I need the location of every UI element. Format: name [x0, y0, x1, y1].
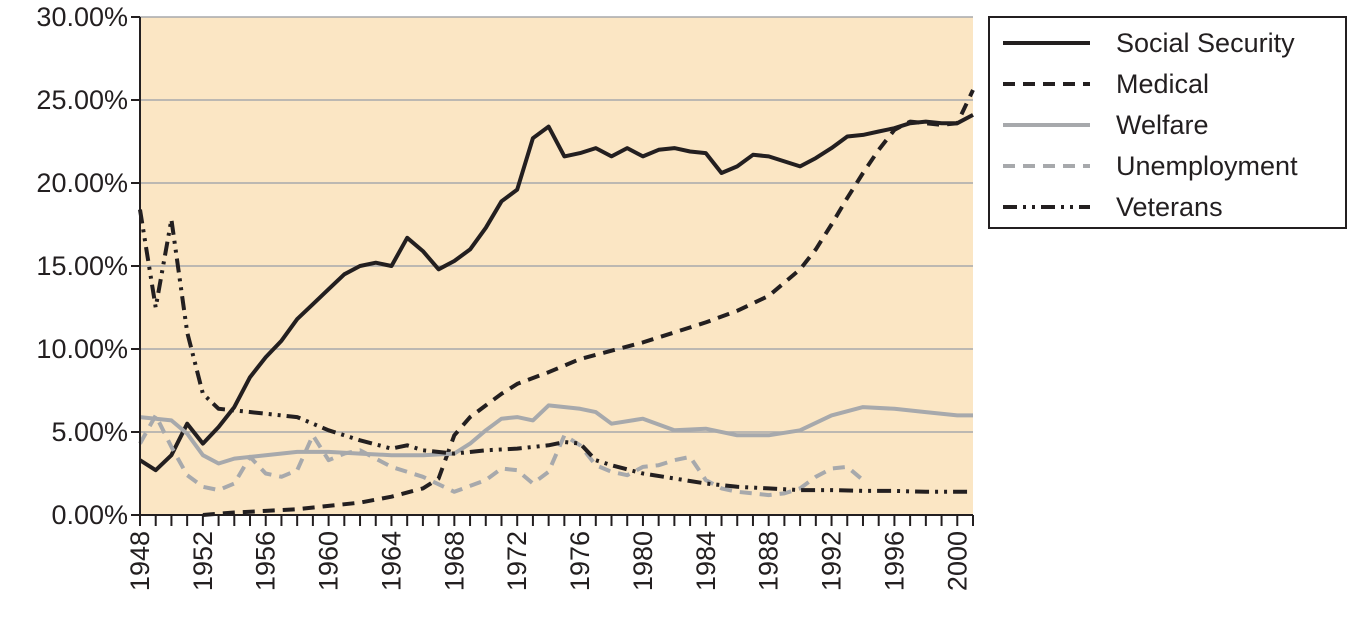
legend-label: Medical [1116, 69, 1209, 99]
x-tick-label: 1948 [125, 531, 155, 591]
x-tick-label: 1952 [188, 531, 218, 591]
x-tick-label: 1996 [879, 531, 909, 591]
x-tick-label: 2000 [942, 531, 972, 591]
x-tick-label: 1960 [314, 531, 344, 591]
x-tick-label: 1956 [251, 531, 281, 591]
legend-label: Welfare [1116, 110, 1209, 140]
x-tick-label: 1980 [628, 531, 658, 591]
x-tick-label: 1988 [754, 531, 784, 591]
series-line-medical [202, 89, 975, 517]
x-tick-label: 1968 [439, 531, 469, 591]
y-tick-label: 30.00% [36, 2, 128, 32]
x-ticks: 1948 1952 1956 1960 1964 1968 1972 1976 1980 1984… [125, 515, 974, 591]
gridlines [140, 16, 973, 433]
y-tick-label: 20.00% [36, 168, 128, 198]
series-line-social-security [138, 113, 974, 473]
legend: Social Security Medical Welfare Unemploymen… [988, 16, 1347, 229]
legend-label: Unemployment [1116, 151, 1298, 181]
legend-box [988, 16, 1347, 229]
x-tick-label: 1964 [376, 531, 406, 591]
y-ticks: 0.00% 5.00% 10.00% 15.00% 20.00% 25.00% 30.00% [36, 2, 140, 530]
x-tick-label: 1992 [817, 531, 847, 591]
legend-label: Social Security [1116, 28, 1295, 58]
y-tick-label: 15.00% [36, 251, 128, 281]
y-tick-label: 10.00% [36, 334, 128, 364]
y-tick-label: 5.00% [51, 417, 128, 447]
legend-label: Veterans [1116, 192, 1223, 222]
x-tick-label: 1972 [502, 531, 532, 591]
x-tick-label: 1984 [691, 531, 721, 591]
y-tick-label: 25.00% [36, 85, 128, 115]
y-tick-label: 0.00% [51, 500, 128, 530]
x-tick-label: 1976 [565, 531, 595, 591]
series-layer [138, 89, 975, 517]
series-line-unemployment [138, 413, 865, 498]
